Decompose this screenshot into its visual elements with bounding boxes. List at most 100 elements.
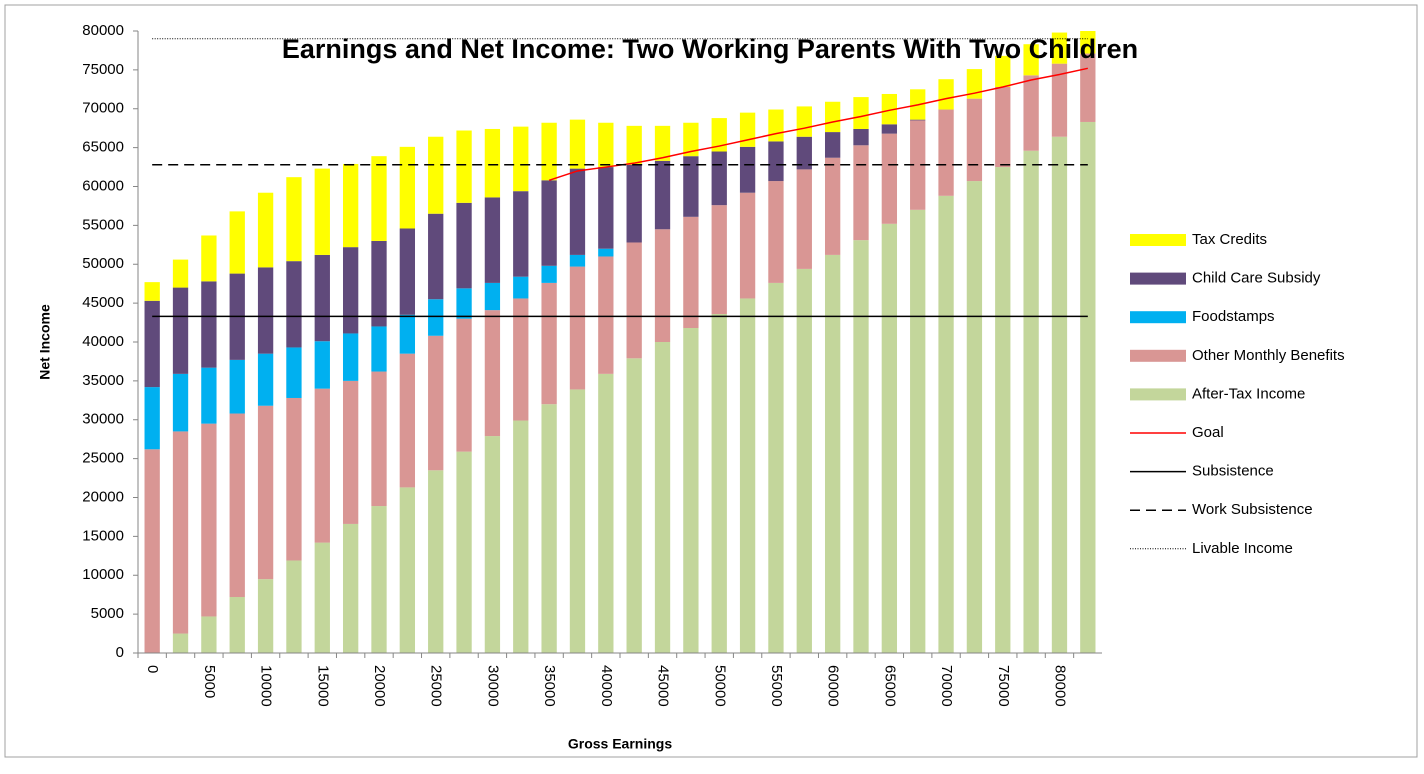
bar-segment <box>626 358 642 653</box>
y-tick-label: 75000 <box>82 61 124 78</box>
bar-segment <box>144 449 160 653</box>
bar-segment <box>853 145 869 241</box>
bar-segment <box>711 314 727 653</box>
bar-segment <box>683 328 699 653</box>
bar-segment <box>144 282 160 301</box>
bar-segment <box>342 523 359 653</box>
x-tick-label: 70000 <box>938 665 955 707</box>
bar-segment <box>456 451 472 653</box>
bar-segment <box>541 180 557 266</box>
y-tick-label: 40000 <box>82 333 124 350</box>
bar-segment <box>683 122 699 157</box>
legend-label: Subsistence <box>1192 463 1274 480</box>
bar-segment <box>456 202 472 289</box>
legend-label: Work Subsistence <box>1192 501 1313 518</box>
y-tick-label: 60000 <box>82 177 124 194</box>
bar-segment <box>569 266 586 390</box>
x-tick-label: 75000 <box>995 665 1012 707</box>
bar-segment <box>824 157 841 255</box>
bar-segment <box>598 256 614 374</box>
bar-segment <box>796 136 812 170</box>
y-tick-label: 65000 <box>82 139 124 156</box>
bar-segment <box>768 181 784 283</box>
bar-segment <box>371 506 387 653</box>
bar-segment <box>966 181 983 653</box>
bar-segment <box>484 282 501 311</box>
bar-segment <box>172 373 189 432</box>
bar-segment <box>229 413 245 598</box>
bar-segment <box>739 146 756 193</box>
bar-segment <box>286 261 302 348</box>
bar-segment <box>172 633 189 653</box>
legend-label: Other Monthly Benefits <box>1192 347 1345 364</box>
bar-segment <box>683 216 699 329</box>
bar-segment <box>257 579 274 653</box>
bar-segment <box>881 124 898 134</box>
bar-segment <box>513 126 529 192</box>
bar-segment <box>541 122 557 181</box>
y-tick-label: 5000 <box>91 605 124 622</box>
legend-label: Livable Income <box>1192 540 1293 557</box>
y-tick-label: 0 <box>116 644 124 661</box>
bar-segment <box>711 118 727 152</box>
bar-segment <box>428 335 444 471</box>
bar-segment <box>824 101 841 133</box>
bar-segment <box>314 341 330 389</box>
bar-segment <box>654 125 671 161</box>
bar-segment <box>711 151 727 206</box>
bar-segment <box>598 122 614 168</box>
bar-segment <box>342 247 359 334</box>
x-tick-label: 35000 <box>541 665 558 707</box>
bar-segment <box>513 191 529 277</box>
bar-segment <box>1051 32 1068 64</box>
x-tick-label: 80000 <box>1052 665 1069 707</box>
bar-segment <box>257 353 274 406</box>
bar-segment <box>286 560 302 653</box>
bar-segment <box>286 177 302 262</box>
bar-segment <box>484 128 501 198</box>
bar-segment <box>257 192 274 268</box>
bar-segment <box>654 342 671 653</box>
bar-segment <box>286 397 302 561</box>
x-tick-label: 25000 <box>428 665 445 707</box>
bar-segment <box>371 371 387 507</box>
line-series <box>548 67 1088 181</box>
bar-segment <box>541 282 557 405</box>
bar-segment <box>371 156 387 241</box>
bar-segment <box>229 211 245 274</box>
bar-segment <box>626 125 642 165</box>
bar-segment <box>484 310 501 437</box>
bar-segment <box>910 119 926 121</box>
bar-segment <box>172 259 189 288</box>
y-tick-label: 20000 <box>82 488 124 505</box>
bar-segment <box>626 242 642 359</box>
bar-segment <box>910 120 926 210</box>
bar-segment <box>399 353 416 488</box>
x-tick-label: 10000 <box>258 665 275 707</box>
bar-segment <box>286 347 302 398</box>
legend-label: Tax Credits <box>1192 231 1267 248</box>
bar-segment <box>683 156 699 217</box>
bar-segment <box>1023 44 1039 76</box>
bar-segment <box>853 128 869 146</box>
bar-segment <box>796 106 812 137</box>
bar-segment <box>541 404 557 653</box>
bar-segment <box>342 163 359 248</box>
bar-segment <box>910 209 926 653</box>
bar-segment <box>881 223 898 653</box>
bar-segment <box>541 265 557 283</box>
bar-segment <box>428 470 444 653</box>
y-tick-label: 80000 <box>82 22 124 39</box>
y-tick-label: 45000 <box>82 294 124 311</box>
bar-segment <box>938 79 954 110</box>
bar-segment <box>654 229 671 342</box>
bar-segment <box>484 436 501 653</box>
bar-segment <box>456 288 472 319</box>
bar-segment <box>598 373 614 653</box>
bar-segment <box>201 423 217 617</box>
bar-segment <box>881 133 898 224</box>
bar-segment <box>314 168 330 255</box>
bar-segment <box>257 267 274 354</box>
chart-title: Earnings and Net Income: Two Working Par… <box>282 34 1138 64</box>
bar-segment <box>399 314 416 354</box>
